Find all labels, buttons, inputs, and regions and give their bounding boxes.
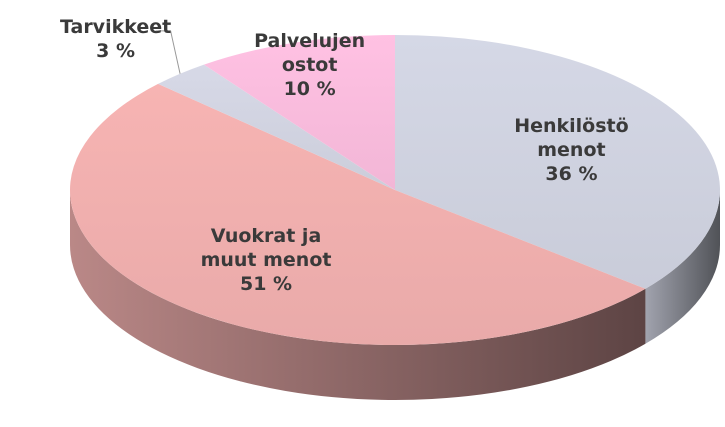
category-label: Vuokrat ja muut menot: [200, 224, 332, 271]
category-label: Tarvikkeet: [59, 15, 172, 38]
data-label: Tarvikkeet 3 %: [31, 15, 201, 63]
slice: [395, 35, 720, 289]
value-label: 3 %: [96, 39, 136, 62]
category-label: Palvelujen ostot: [254, 29, 366, 76]
slice-side: [70, 190, 646, 400]
category-label: Henkilöstö menot: [514, 115, 629, 162]
leader-line: [155, 30, 181, 74]
value-label: 36 %: [545, 163, 598, 186]
slice: [158, 64, 395, 190]
slice-side: [645, 190, 720, 344]
value-label: 10 %: [283, 77, 336, 100]
data-label: Henkilöstö menot 36 %: [496, 114, 646, 186]
data-label: Vuokrat ja muut menot 51 %: [191, 224, 341, 296]
slice: [203, 35, 395, 190]
value-label: 51 %: [239, 272, 293, 295]
data-label: Palvelujen ostot 10 %: [235, 29, 385, 101]
slice: [70, 83, 646, 345]
